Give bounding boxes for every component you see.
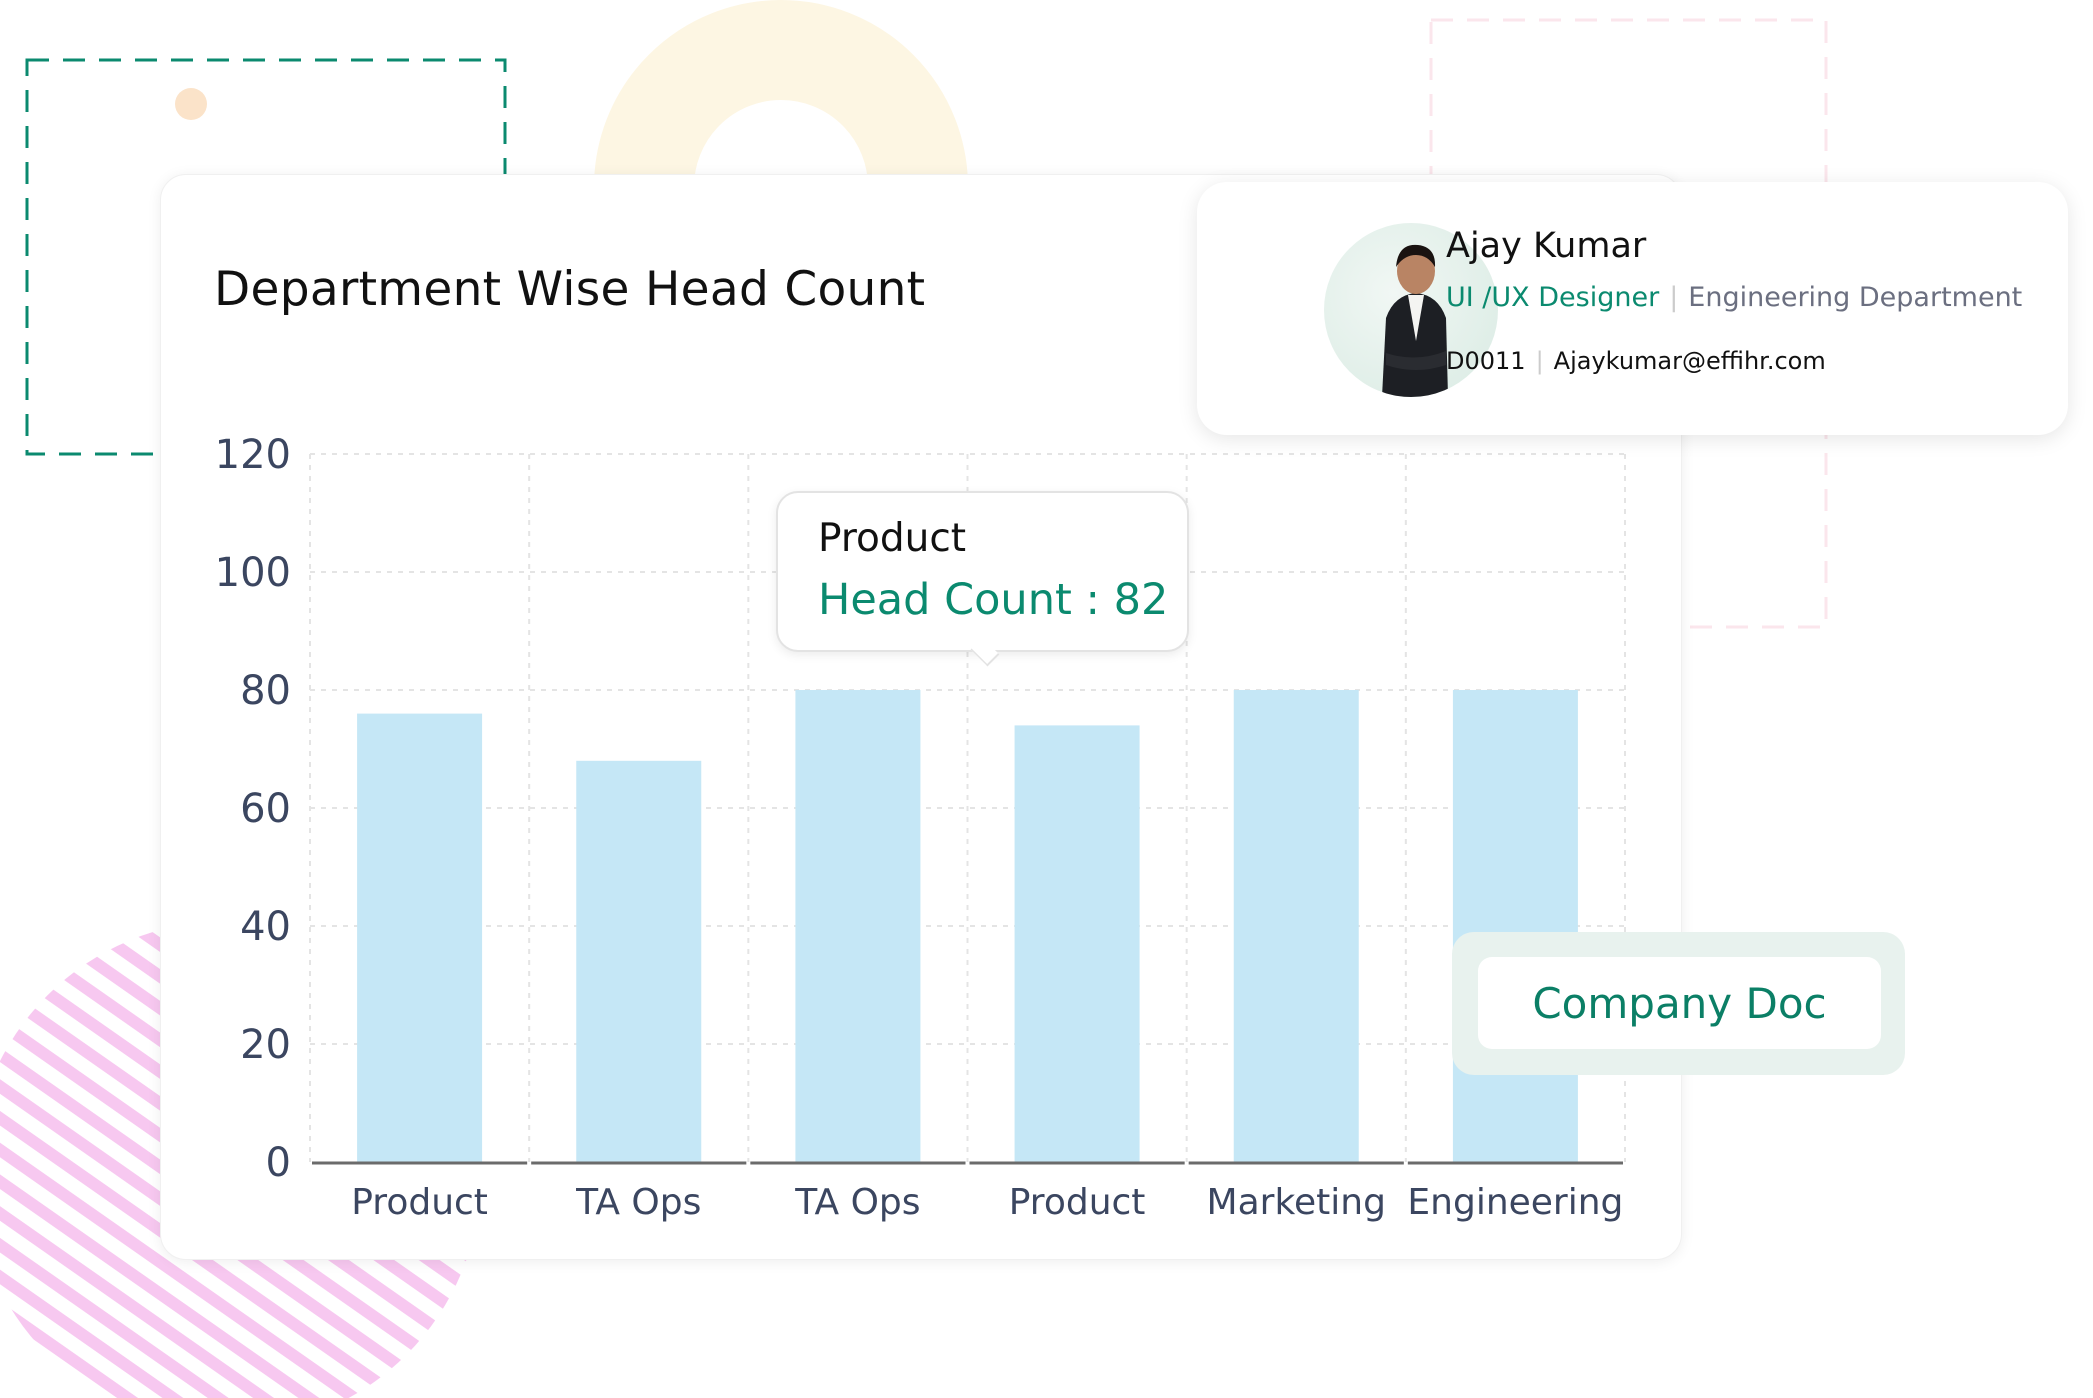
- avatar: [1324, 223, 1498, 397]
- x-tick-label: Marketing: [1207, 1182, 1386, 1223]
- employee-department: Engineering Department: [1688, 282, 2023, 313]
- bar: [795, 690, 921, 1162]
- y-tick-label: 20: [240, 1022, 291, 1068]
- y-tick-label: 60: [240, 786, 291, 832]
- profile-card[interactable]: Ajay Kumar UI /UX Designer | Engineering D…: [1197, 182, 2068, 435]
- tooltip-category: Product: [818, 516, 967, 561]
- bar: [576, 760, 702, 1162]
- bar: [1452, 690, 1578, 1162]
- company-doc-button[interactable]: Company Doc: [1478, 957, 1881, 1049]
- dot-decoration: [175, 88, 207, 120]
- chart-title: Department Wise Head Count: [214, 262, 926, 317]
- x-tick-label: TA Ops: [794, 1182, 920, 1223]
- id-line: D0011 | Ajaykumar@effihr.com: [1446, 347, 1826, 375]
- tooltip-value: Head Count : 82: [818, 575, 1169, 625]
- person-photo-icon: [1382, 244, 1448, 397]
- employee-role: UI /UX Designer: [1446, 282, 1660, 313]
- divider: |: [1535, 347, 1544, 375]
- y-tick-label: 100: [215, 550, 291, 596]
- employee-email[interactable]: Ajaykumar@effihr.com: [1553, 347, 1826, 375]
- employee-id: D0011: [1446, 347, 1526, 375]
- y-tick-label: 0: [266, 1140, 291, 1186]
- employee-name: Ajay Kumar: [1446, 226, 1647, 266]
- divider: |: [1669, 282, 1679, 313]
- chart-tooltip: Product Head Count : 82: [776, 491, 1189, 652]
- bar: [1233, 690, 1359, 1162]
- y-tick-label: 120: [215, 432, 291, 478]
- bar: [357, 713, 483, 1162]
- x-tick-label: TA Ops: [575, 1182, 701, 1223]
- y-tick-label: 40: [240, 904, 291, 950]
- x-tick-label: Product: [1009, 1182, 1146, 1223]
- x-tick-label: Engineering: [1407, 1182, 1623, 1223]
- x-tick-label: Product: [351, 1182, 488, 1223]
- role-line: UI /UX Designer | Engineering Department: [1446, 282, 2022, 313]
- bar: [1014, 725, 1140, 1162]
- y-tick-label: 80: [240, 668, 291, 714]
- company-doc-card: Company Doc: [1452, 932, 1905, 1075]
